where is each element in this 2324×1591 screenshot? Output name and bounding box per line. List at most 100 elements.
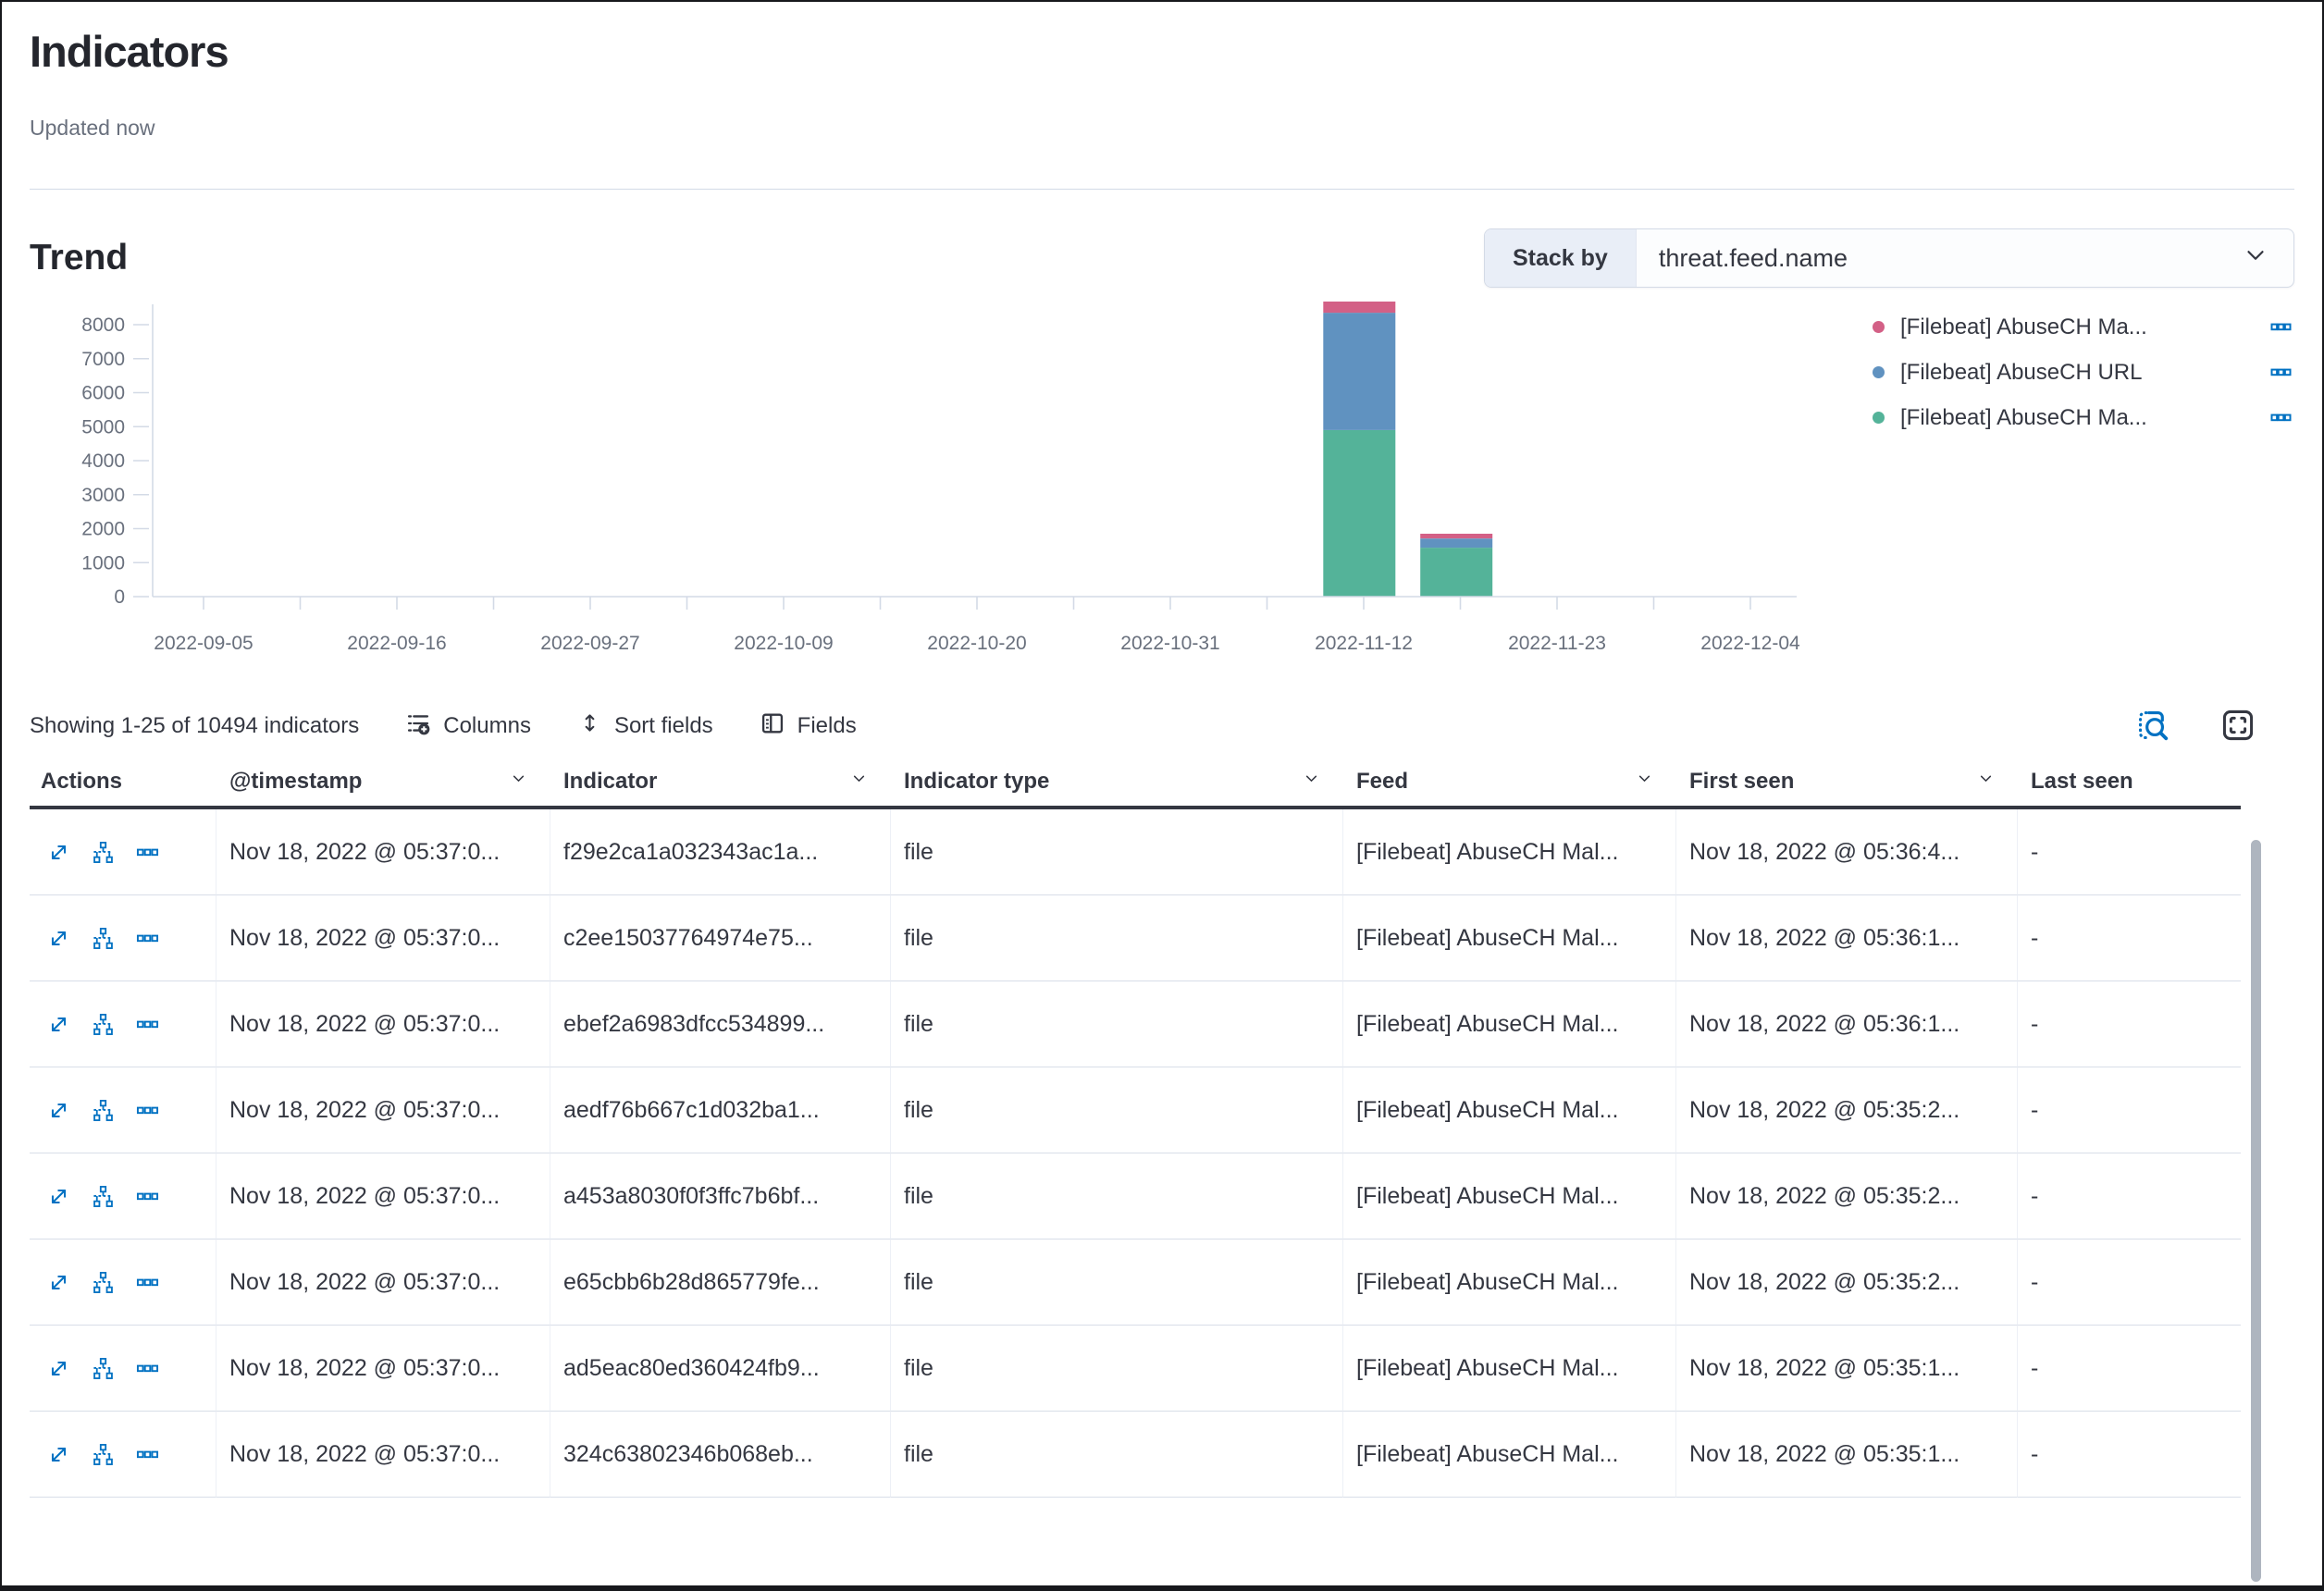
- sort-fields-button[interactable]: Sort fields: [577, 710, 713, 742]
- chevron-down-icon[interactable]: [1302, 769, 1321, 795]
- feed-cell[interactable]: [Filebeat] AbuseCH Mal...: [1343, 1412, 1676, 1498]
- indicator-type-cell[interactable]: file: [891, 1153, 1343, 1240]
- bar-segment[interactable]: [1323, 313, 1396, 430]
- indicator-type-cell[interactable]: file: [891, 1240, 1343, 1326]
- more-actions-button[interactable]: [135, 840, 160, 865]
- timestamp-cell[interactable]: Nov 18, 2022 @ 05:37:0...: [216, 1412, 550, 1498]
- last-seen-cell[interactable]: -: [2018, 1412, 2241, 1498]
- first-seen-cell[interactable]: Nov 18, 2022 @ 05:36:1...: [1676, 981, 2018, 1067]
- timestamp-cell[interactable]: Nov 18, 2022 @ 05:37:0...: [216, 1326, 550, 1412]
- feed-cell[interactable]: [Filebeat] AbuseCH Mal...: [1343, 981, 1676, 1067]
- inspect-button[interactable]: [2135, 708, 2170, 746]
- fields-button[interactable]: Fields: [760, 710, 857, 743]
- timestamp-cell[interactable]: Nov 18, 2022 @ 05:37:0...: [216, 1240, 550, 1326]
- timestamp-cell[interactable]: Nov 18, 2022 @ 05:37:0...: [216, 1067, 550, 1153]
- feed-cell[interactable]: [Filebeat] AbuseCH Mal...: [1343, 1326, 1676, 1412]
- indicator-type-cell[interactable]: file: [891, 1326, 1343, 1412]
- indicator-cell[interactable]: aedf76b667c1d032ba1...: [550, 1067, 891, 1153]
- legend-item[interactable]: [Filebeat] AbuseCH URL: [1873, 350, 2293, 395]
- vertical-scrollbar[interactable]: [2251, 840, 2261, 1582]
- last-seen-cell[interactable]: -: [2018, 809, 2241, 895]
- chevron-down-icon[interactable]: [509, 769, 528, 795]
- last-seen-cell[interactable]: -: [2018, 1153, 2241, 1240]
- feed-cell[interactable]: [Filebeat] AbuseCH Mal...: [1343, 809, 1676, 895]
- open-details-button[interactable]: [46, 926, 71, 951]
- indicator-type-cell[interactable]: file: [891, 1067, 1343, 1153]
- investigate-in-timeline-button[interactable]: [91, 1098, 116, 1123]
- indicator-cell[interactable]: ad5eac80ed360424fb9...: [550, 1326, 891, 1412]
- legend-actions-icon[interactable]: [2269, 361, 2293, 384]
- chevron-down-icon[interactable]: [849, 769, 869, 795]
- bar-segment[interactable]: [1420, 534, 1493, 539]
- more-actions-button[interactable]: [135, 926, 160, 951]
- open-details-button[interactable]: [46, 1356, 71, 1381]
- open-details-button[interactable]: [46, 1442, 71, 1467]
- investigate-in-timeline-button[interactable]: [91, 1270, 116, 1295]
- indicator-cell[interactable]: a453a8030f0f3ffc7b6bf...: [550, 1153, 891, 1240]
- bar-segment[interactable]: [1420, 538, 1493, 549]
- stack-by-select[interactable]: Stack by threat.feed.name: [1484, 228, 2294, 288]
- legend-actions-icon[interactable]: [2269, 406, 2293, 429]
- first-seen-cell[interactable]: Nov 18, 2022 @ 05:35:2...: [1676, 1240, 2018, 1326]
- first-seen-cell[interactable]: Nov 18, 2022 @ 05:36:4...: [1676, 809, 2018, 895]
- legend-item[interactable]: [Filebeat] AbuseCH Ma...: [1873, 395, 2293, 440]
- first-seen-cell[interactable]: Nov 18, 2022 @ 05:35:1...: [1676, 1326, 2018, 1412]
- more-actions-button[interactable]: [135, 1356, 160, 1381]
- timestamp-cell[interactable]: Nov 18, 2022 @ 05:37:0...: [216, 981, 550, 1067]
- first-seen-cell[interactable]: Nov 18, 2022 @ 05:35:1...: [1676, 1412, 2018, 1498]
- more-actions-button[interactable]: [135, 1184, 160, 1209]
- feed-cell[interactable]: [Filebeat] AbuseCH Mal...: [1343, 1067, 1676, 1153]
- last-seen-cell[interactable]: -: [2018, 1326, 2241, 1412]
- investigate-in-timeline-button[interactable]: [91, 1184, 116, 1209]
- column-header-indicator-type[interactable]: Indicator type: [891, 765, 1343, 809]
- open-details-button[interactable]: [46, 1270, 71, 1295]
- indicator-cell[interactable]: c2ee15037764974e75...: [550, 895, 891, 981]
- column-header-indicator[interactable]: Indicator: [550, 765, 891, 809]
- investigate-in-timeline-button[interactable]: [91, 1442, 116, 1467]
- bar-segment[interactable]: [1323, 429, 1396, 597]
- columns-button[interactable]: Columns: [405, 710, 531, 743]
- timestamp-cell[interactable]: Nov 18, 2022 @ 05:37:0...: [216, 809, 550, 895]
- indicator-type-cell[interactable]: file: [891, 1412, 1343, 1498]
- column-header-first-seen[interactable]: First seen: [1676, 765, 2018, 809]
- indicator-type-cell[interactable]: file: [891, 981, 1343, 1067]
- investigate-in-timeline-button[interactable]: [91, 1012, 116, 1037]
- indicator-type-cell[interactable]: file: [891, 809, 1343, 895]
- open-details-button[interactable]: [46, 840, 71, 865]
- column-header-timestamp[interactable]: @timestamp: [216, 765, 550, 809]
- timestamp-cell[interactable]: Nov 18, 2022 @ 05:37:0...: [216, 1153, 550, 1240]
- investigate-in-timeline-button[interactable]: [91, 840, 116, 865]
- bar-segment[interactable]: [1323, 302, 1396, 314]
- open-details-button[interactable]: [46, 1098, 71, 1123]
- last-seen-cell[interactable]: -: [2018, 981, 2241, 1067]
- indicator-cell[interactable]: e65cbb6b28d865779fe...: [550, 1240, 891, 1326]
- feed-cell[interactable]: [Filebeat] AbuseCH Mal...: [1343, 1153, 1676, 1240]
- investigate-in-timeline-button[interactable]: [91, 1356, 116, 1381]
- open-details-button[interactable]: [46, 1184, 71, 1209]
- feed-cell[interactable]: [Filebeat] AbuseCH Mal...: [1343, 1240, 1676, 1326]
- legend-actions-icon[interactable]: [2269, 315, 2293, 339]
- legend-item[interactable]: [Filebeat] AbuseCH Ma...: [1873, 304, 2293, 350]
- indicator-cell[interactable]: f29e2ca1a032343ac1a...: [550, 809, 891, 895]
- indicator-type-cell[interactable]: file: [891, 895, 1343, 981]
- column-header-feed[interactable]: Feed: [1343, 765, 1676, 809]
- first-seen-cell[interactable]: Nov 18, 2022 @ 05:35:2...: [1676, 1067, 2018, 1153]
- indicator-cell[interactable]: 324c63802346b068eb...: [550, 1412, 891, 1498]
- more-actions-button[interactable]: [135, 1012, 160, 1037]
- fullscreen-button[interactable]: [2220, 708, 2256, 746]
- indicator-cell[interactable]: ebef2a6983dfcc534899...: [550, 981, 891, 1067]
- feed-cell[interactable]: [Filebeat] AbuseCH Mal...: [1343, 895, 1676, 981]
- more-actions-button[interactable]: [135, 1098, 160, 1123]
- bar-segment[interactable]: [1420, 548, 1493, 597]
- timestamp-cell[interactable]: Nov 18, 2022 @ 05:37:0...: [216, 895, 550, 981]
- chevron-down-icon[interactable]: [1976, 769, 1996, 795]
- last-seen-cell[interactable]: -: [2018, 1240, 2241, 1326]
- chevron-down-icon[interactable]: [1635, 769, 1654, 795]
- more-actions-button[interactable]: [135, 1442, 160, 1467]
- investigate-in-timeline-button[interactable]: [91, 926, 116, 951]
- last-seen-cell[interactable]: -: [2018, 895, 2241, 981]
- first-seen-cell[interactable]: Nov 18, 2022 @ 05:35:2...: [1676, 1153, 2018, 1240]
- first-seen-cell[interactable]: Nov 18, 2022 @ 05:36:1...: [1676, 895, 2018, 981]
- more-actions-button[interactable]: [135, 1270, 160, 1295]
- last-seen-cell[interactable]: -: [2018, 1067, 2241, 1153]
